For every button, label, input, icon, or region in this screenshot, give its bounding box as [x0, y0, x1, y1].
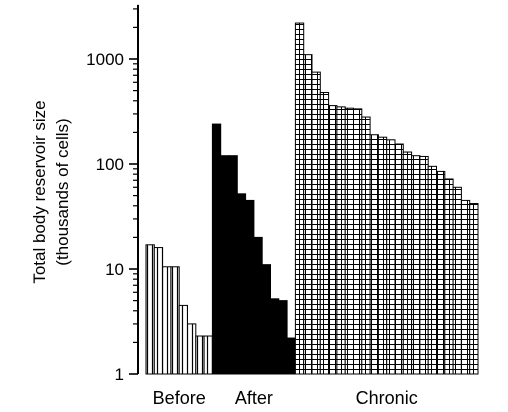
bar-before [170, 266, 180, 375]
y-axis-label-line1: Total body reservoir size [30, 100, 49, 283]
bar-chronic [452, 186, 462, 375]
bar-before [187, 323, 197, 375]
bar-before [195, 335, 205, 375]
y-tick-label: 10 [105, 260, 124, 279]
y-axis-label: Total body reservoir size (thousands of … [30, 100, 72, 283]
y-axis-label-line2: (thousands of cells) [53, 118, 72, 265]
bar-chronic [328, 105, 338, 375]
bar-after [253, 236, 263, 375]
y-tick-label: 1000 [86, 50, 124, 69]
bar-after [236, 193, 247, 375]
bar-after [220, 155, 230, 375]
bar-after [228, 155, 238, 375]
group-label-before: Before [153, 388, 206, 408]
bar-before [153, 247, 164, 375]
group-label-chronic: Chronic [356, 388, 418, 408]
bar-before [145, 244, 155, 375]
bar-chronic [436, 170, 446, 375]
bar-chronic [460, 199, 471, 375]
bar-chronic [402, 151, 413, 375]
bars [145, 22, 479, 375]
bar-chronic [311, 71, 321, 375]
group-labels: Before After Chronic [153, 388, 418, 408]
bar-chronic [319, 91, 330, 375]
y-axis: 1 10 100 1000 [86, 4, 139, 384]
bar-chronic [427, 165, 438, 375]
bar-chronic [377, 136, 388, 375]
bar-chronic [469, 203, 479, 375]
bar-chronic [369, 134, 379, 375]
bar-before [178, 304, 188, 375]
bar-after [245, 199, 255, 375]
group-label-after: After [235, 388, 273, 408]
bar-chronic [361, 116, 371, 375]
y-tick-label: 1 [115, 365, 124, 384]
bar-before [203, 335, 213, 375]
bar-chronic [419, 155, 429, 375]
bar-chronic [294, 22, 305, 375]
bar-before [162, 266, 172, 375]
bar-after [270, 298, 280, 375]
bar-chronic [394, 143, 404, 375]
bar-chronic [353, 108, 363, 375]
y-tick-label: 100 [96, 155, 124, 174]
bar-chronic [344, 107, 355, 375]
bar-after [261, 264, 272, 375]
bar-after [286, 337, 296, 375]
bar-chronic [411, 155, 421, 375]
bar-chronic [303, 54, 313, 375]
bar-chronic [336, 106, 346, 375]
bar-chronic [444, 178, 454, 375]
bar-after [278, 300, 288, 375]
bar-chronic [386, 139, 396, 375]
bar-after [211, 123, 222, 375]
